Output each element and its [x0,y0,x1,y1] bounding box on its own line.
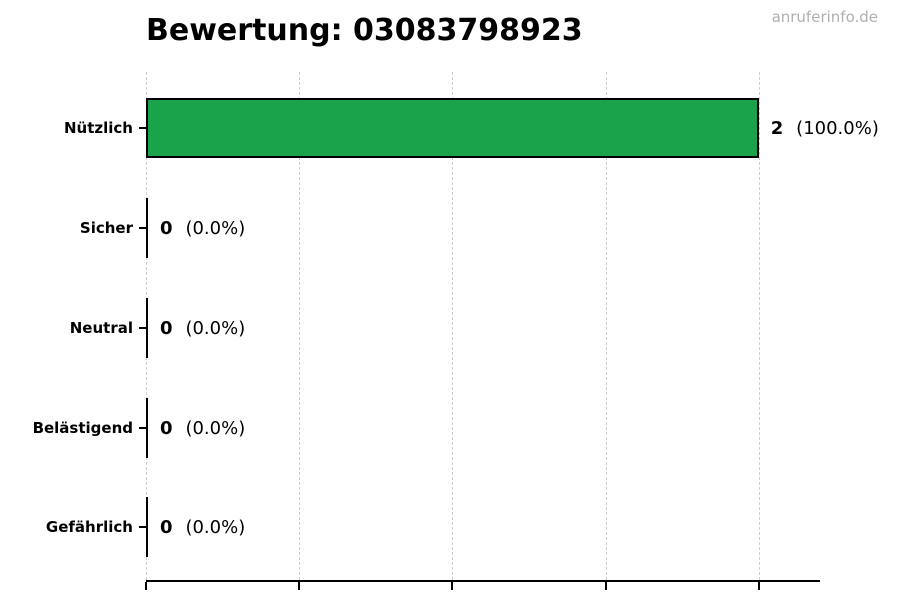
gridline [452,72,454,580]
value-count: 0 [160,516,173,538]
y-axis-tick [139,127,146,129]
x-axis-tick [757,582,760,590]
value-percent: (0.0%) [185,217,246,239]
value-label: 2 (100.0%) [771,118,879,139]
x-axis-tick [451,582,454,590]
gridline [299,72,301,580]
category-label: Belästigend [32,419,133,437]
bar [146,398,148,458]
gridline [758,72,760,580]
bar-row: Sicher 0 (0.0%) [80,198,820,258]
value-count: 2 [770,117,784,139]
chart-title: Bewertung: 03083798923 [146,13,583,48]
value-percent: (0.0%) [185,317,246,339]
value-count: 0 [160,417,173,439]
value-label: 0 (0.0%) [160,218,245,239]
y-axis-tick [139,526,146,528]
value-label: 0 (0.0%) [160,418,245,439]
y-axis-tick [139,327,146,329]
value-percent: (0.0%) [185,516,246,538]
category-label: Gefährlich [45,518,133,536]
bar [146,497,148,557]
value-percent: (0.0%) [185,417,246,439]
plot-area: Nützlich 2 (100.0%) Sicher 0 (0.0%) Neut… [33,72,879,590]
y-axis-tick [139,427,146,429]
category-label: Nützlich [64,119,133,137]
x-axis-tick [604,582,607,590]
value-count: 0 [160,217,173,239]
bar [146,98,759,158]
category-label: Sicher [79,219,133,237]
watermark: anruferinfo.de [771,8,878,26]
value-label: 0 (0.0%) [160,318,245,339]
x-axis-tick [298,582,301,590]
bar-row: Neutral 0 (0.0%) [70,298,820,358]
category-label: Neutral [69,319,133,337]
value-label: 0 (0.0%) [160,517,245,538]
bar [146,198,148,258]
bar-row: Belästigend 0 (0.0%) [33,398,820,458]
y-axis-tick [139,227,146,229]
bar [146,298,148,358]
value-count: 0 [160,317,173,339]
bar-row: Gefährlich 0 (0.0%) [46,497,820,557]
value-percent: (100.0%) [796,117,879,139]
gridline [605,72,607,580]
bar-row: Nützlich 2 (100.0%) [64,98,879,158]
x-axis-tick [145,582,147,590]
